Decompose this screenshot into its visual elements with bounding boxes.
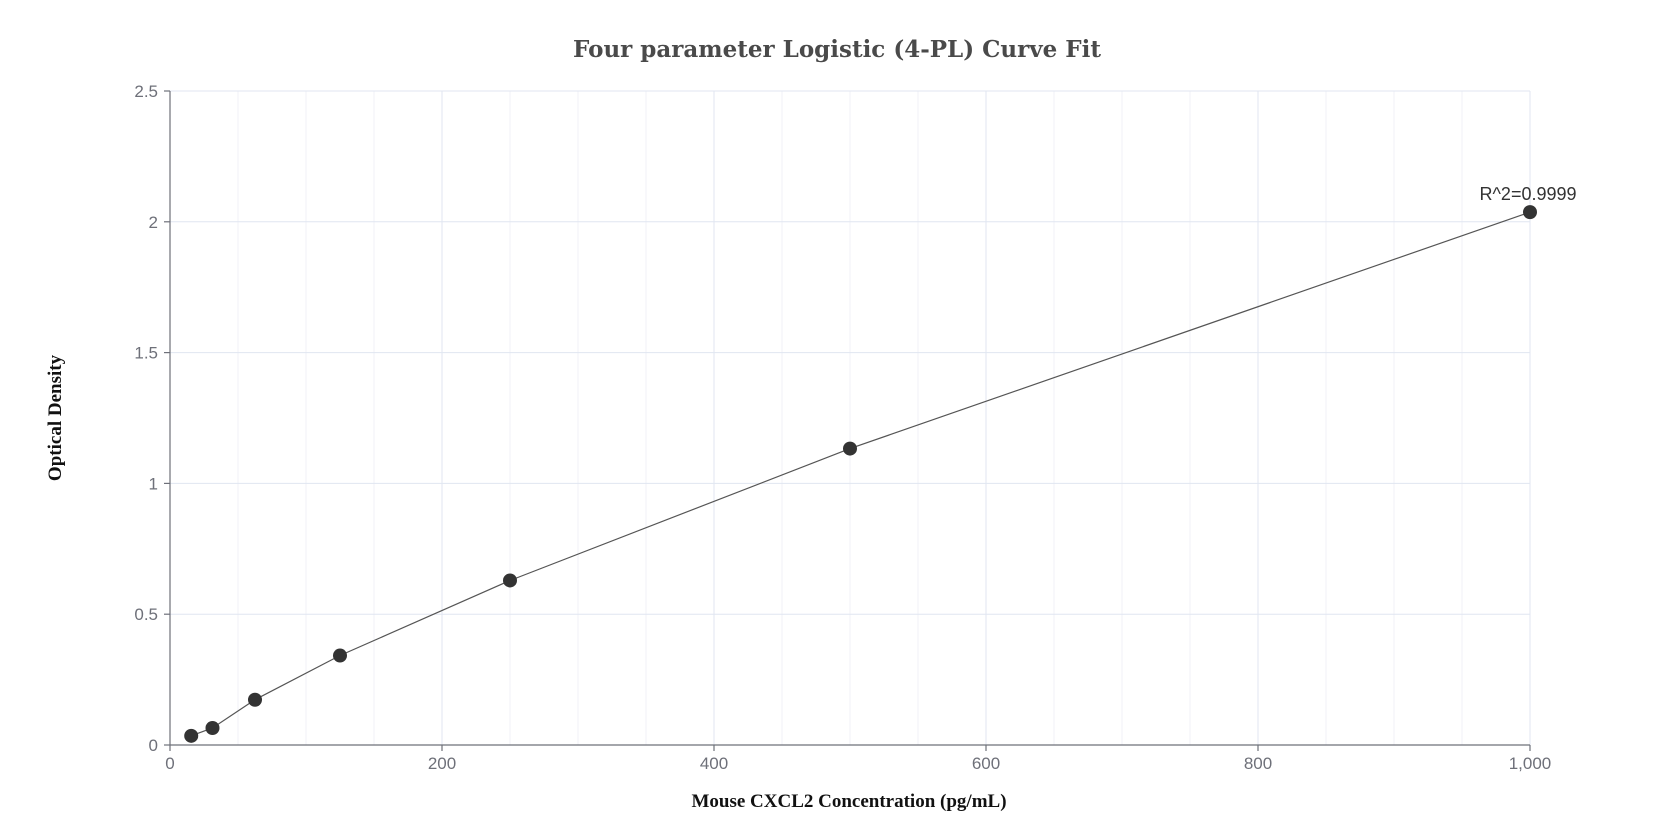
data-point [333,648,347,663]
y-axis-ticks: 0 0.5 1 1.5 2 2.5 [134,82,170,755]
x-axis-title: Mouse CXCL2 Concentration (pg/mL) [691,791,1006,812]
data-point [503,573,517,588]
y-tick-label: 1 [149,474,158,493]
data-point [184,728,199,743]
r-squared-annotation: R^2=0.9999 [1479,184,1576,204]
major-gridlines [170,90,1531,745]
fit-curve-line [190,211,1531,737]
y-tick-label: 0.5 [134,605,158,624]
x-tick-label: 600 [972,754,1000,773]
x-axis-ticks: 0 200 400 600 800 1,000 [165,745,1551,773]
x-tick-label: 800 [1244,754,1272,773]
data-points [184,205,1537,743]
y-tick-label: 2 [149,213,158,232]
minor-gridlines [237,91,1463,745]
x-tick-label: 1,000 [1509,754,1552,773]
y-tick-label: 1.5 [134,344,158,363]
data-point [843,441,857,456]
data-point [1523,205,1537,220]
x-tick-label: 400 [700,754,728,773]
y-tick-label: 2.5 [134,82,158,101]
x-tick-label: 200 [428,754,456,773]
chart-title: Four parameter Logistic (4-PL) Curve Fit [573,36,1101,63]
data-point [205,720,220,735]
y-tick-label: 0 [149,736,158,755]
y-axis-title: Optical Density [45,354,66,481]
x-tick-label: 0 [165,754,174,773]
data-point [248,692,262,707]
